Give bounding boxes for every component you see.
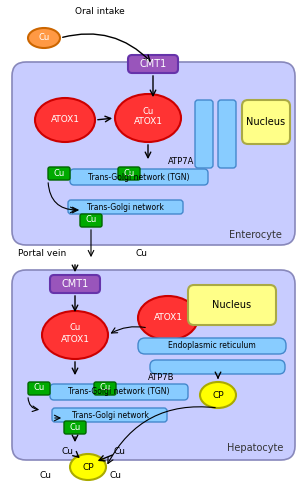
FancyBboxPatch shape [12, 62, 295, 245]
Ellipse shape [42, 311, 108, 359]
FancyBboxPatch shape [242, 100, 290, 144]
Text: ATP7B: ATP7B [148, 373, 174, 382]
Text: ATP7A: ATP7A [168, 158, 194, 166]
Text: Enterocyte: Enterocyte [228, 230, 282, 240]
FancyBboxPatch shape [52, 408, 167, 422]
Text: CMT1: CMT1 [61, 279, 89, 289]
Text: ATOX1: ATOX1 [51, 116, 80, 124]
Text: Endoplasmic reticulum: Endoplasmic reticulum [168, 341, 256, 351]
FancyBboxPatch shape [138, 338, 286, 354]
Text: ATOX1: ATOX1 [134, 118, 163, 126]
FancyBboxPatch shape [28, 382, 50, 395]
Text: ATOX1: ATOX1 [60, 334, 89, 343]
FancyBboxPatch shape [70, 169, 208, 185]
FancyBboxPatch shape [50, 275, 100, 293]
FancyBboxPatch shape [118, 167, 140, 180]
Text: Cu: Cu [85, 215, 97, 224]
Text: Trans-Golgi network (TGN): Trans-Golgi network (TGN) [88, 172, 190, 181]
FancyBboxPatch shape [218, 100, 236, 168]
Ellipse shape [35, 98, 95, 142]
Text: Cu: Cu [135, 249, 147, 258]
FancyBboxPatch shape [80, 214, 102, 227]
Ellipse shape [138, 296, 198, 340]
Text: Cu: Cu [62, 448, 74, 456]
Ellipse shape [70, 454, 106, 480]
Text: Cu: Cu [69, 324, 81, 332]
FancyBboxPatch shape [64, 421, 86, 434]
Text: Trans-Golgi network (TGN): Trans-Golgi network (TGN) [68, 387, 170, 397]
Text: Trans-Golgi network: Trans-Golgi network [72, 411, 149, 419]
FancyBboxPatch shape [195, 100, 213, 168]
Text: Cu: Cu [39, 471, 51, 481]
FancyBboxPatch shape [50, 384, 188, 400]
Text: Cu: Cu [124, 168, 135, 177]
FancyBboxPatch shape [128, 55, 178, 73]
Text: Cu: Cu [114, 448, 126, 456]
Text: Nucleus: Nucleus [213, 300, 252, 310]
Text: Hepatocyte: Hepatocyte [227, 443, 283, 453]
Text: CP: CP [212, 390, 224, 400]
Ellipse shape [200, 382, 236, 408]
Text: Cu: Cu [142, 108, 154, 117]
FancyBboxPatch shape [188, 285, 276, 325]
Text: Portal vein: Portal vein [18, 249, 66, 258]
Text: Cu: Cu [99, 383, 111, 393]
FancyBboxPatch shape [68, 200, 183, 214]
FancyBboxPatch shape [94, 382, 116, 395]
FancyBboxPatch shape [150, 360, 285, 374]
Text: Nucleus: Nucleus [246, 117, 285, 127]
FancyBboxPatch shape [48, 167, 70, 180]
Text: Cu: Cu [53, 168, 65, 177]
Text: CP: CP [82, 462, 94, 471]
Text: Oral intake: Oral intake [75, 7, 125, 16]
Ellipse shape [115, 94, 181, 142]
Text: Cu: Cu [69, 422, 81, 431]
Text: Trans-Golgi network: Trans-Golgi network [87, 203, 163, 211]
Ellipse shape [28, 28, 60, 48]
FancyBboxPatch shape [12, 270, 295, 460]
Text: ATOX1: ATOX1 [153, 314, 182, 323]
Text: Cu: Cu [38, 34, 50, 42]
Text: CMT1: CMT1 [139, 59, 167, 69]
Text: Cu: Cu [33, 383, 45, 393]
Text: Cu: Cu [109, 471, 121, 481]
